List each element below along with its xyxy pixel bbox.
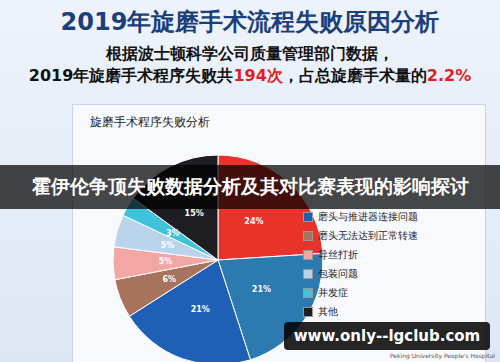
html-text:霍伊伦争顶失败数据分析及其对比赛表现的影响探讨: 霍伊伦争顶失败数据分析及其对比赛表现的影响探讨: [31, 175, 469, 197]
html-text:其他: 其他: [318, 306, 338, 317]
svg-text:6%: 6%: [162, 275, 176, 284]
svg-text:3%: 3%: [166, 229, 180, 238]
html-text:包装问题: 包装问题: [318, 268, 358, 279]
html-text:磨头与推进器连接问题: 磨头与推进器连接问题: [318, 211, 418, 222]
svg-text:5%: 5%: [161, 241, 175, 250]
html-text:Peking University People's Hos: Peking University People's Hospital: [390, 352, 495, 359]
html-text:根据波士顿科学公司质量管理部门数据，: 根据波士顿科学公司质量管理部门数据，: [106, 44, 394, 63]
svg-text:24%: 24%: [244, 217, 263, 226]
html-text:旋磨手术程序失败分析: 旋磨手术程序失败分析: [90, 115, 210, 129]
html-text:磨头无法达到正常转速: 磨头无法达到正常转速: [318, 230, 418, 241]
svg-text:5%: 5%: [159, 257, 173, 266]
html-text:www.only--lgclub.com: www.only--lgclub.com: [293, 327, 481, 345]
html-text:2019年旋磨手术程序失败共194次，占总旋磨手术量的2.2: 2019年旋磨手术程序失败共194次，占总旋磨手术量的2.2%: [28, 66, 472, 85]
svg-text:21%: 21%: [191, 305, 210, 314]
html-text:导丝打折: 导丝打折: [318, 249, 358, 260]
html-text:并发症: 并发症: [318, 287, 348, 298]
html-text:2019年旋磨手术流程失败原因分析: 2019年旋磨手术流程失败原因分析: [60, 8, 440, 36]
svg-text:15%: 15%: [185, 209, 204, 218]
svg-text:21%: 21%: [252, 285, 271, 294]
